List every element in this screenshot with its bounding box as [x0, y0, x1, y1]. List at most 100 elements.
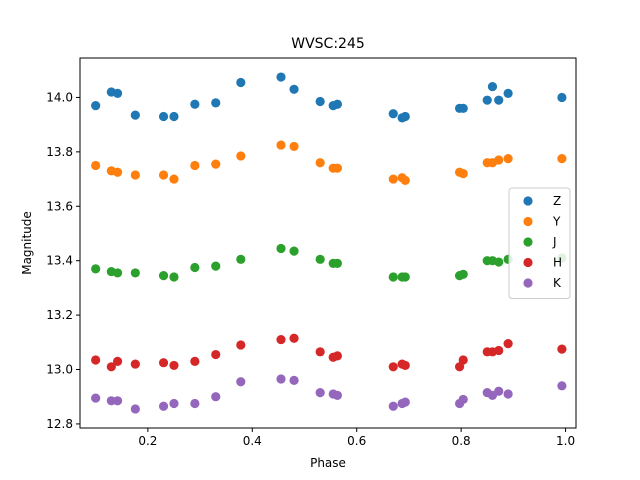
- point-k-21: [494, 386, 504, 396]
- point-j-2: [112, 268, 123, 278]
- point-h-22: [503, 339, 513, 349]
- point-y-21: [494, 155, 504, 165]
- point-h-9: [276, 334, 286, 345]
- point-j-21: [494, 257, 504, 267]
- y-tick-label: 13.2: [46, 308, 73, 322]
- point-j-14: [388, 272, 398, 282]
- point-y-3: [130, 170, 140, 180]
- point-h-18: [458, 355, 468, 365]
- point-j-8: [236, 254, 246, 264]
- y-tick-label: 13.4: [46, 254, 73, 268]
- point-h-13: [332, 351, 342, 361]
- x-axis: 0.2 0.4 0.6 0.8 1.0: [138, 428, 575, 448]
- point-z-2: [112, 88, 123, 98]
- point-z-13: [332, 99, 342, 109]
- point-y-18: [458, 169, 468, 179]
- point-j-3: [130, 268, 140, 278]
- legend-marker-k: [523, 278, 533, 288]
- point-y-14: [388, 174, 398, 184]
- point-k-13: [332, 390, 342, 400]
- point-z-19: [482, 95, 492, 105]
- point-h-23: [557, 344, 567, 354]
- point-y-2: [112, 167, 123, 177]
- point-k-5: [169, 398, 179, 409]
- point-k-6: [190, 398, 200, 409]
- point-y-6: [190, 160, 200, 171]
- point-h-3: [130, 359, 140, 369]
- point-y-5: [169, 174, 179, 184]
- point-z-3: [130, 110, 140, 120]
- y-tick-label: 13.6: [46, 199, 73, 213]
- point-z-7: [211, 98, 221, 108]
- point-z-11: [315, 96, 325, 107]
- point-h-7: [211, 349, 221, 360]
- point-h-5: [169, 360, 179, 371]
- x-tick-label: 0.6: [347, 434, 366, 448]
- point-y-23: [557, 154, 567, 164]
- point-z-9: [276, 72, 286, 82]
- point-k-16: [400, 397, 410, 407]
- point-y-4: [158, 170, 169, 180]
- point-h-1: [106, 362, 116, 372]
- point-j-13: [332, 258, 342, 268]
- legend-label-h: H: [553, 256, 562, 270]
- point-z-22: [503, 88, 513, 98]
- point-y-13: [332, 163, 342, 173]
- legend-box: [508, 187, 571, 299]
- chart-title: WVSC:245: [291, 36, 365, 52]
- point-k-10: [289, 375, 299, 385]
- legend-marker-y: [523, 216, 533, 227]
- point-k-18: [458, 394, 468, 405]
- point-k-22: [503, 389, 513, 399]
- point-k-4: [158, 401, 169, 411]
- point-z-20: [487, 81, 498, 92]
- point-k-2: [112, 396, 123, 406]
- point-y-9: [276, 140, 286, 150]
- legend-label-j: J: [552, 235, 557, 249]
- x-tick-label: 0.2: [138, 434, 157, 448]
- point-j-18: [458, 269, 468, 279]
- point-k-3: [130, 404, 140, 414]
- point-k-14: [388, 401, 398, 411]
- point-k-23: [557, 381, 567, 391]
- point-h-10: [289, 333, 299, 343]
- point-h-2: [112, 356, 123, 366]
- point-k-8: [236, 377, 246, 387]
- point-y-0: [91, 160, 101, 171]
- point-j-0: [91, 264, 101, 274]
- data-points: [91, 72, 567, 414]
- plot-area: [79, 57, 577, 429]
- point-h-14: [388, 362, 398, 372]
- point-h-11: [315, 347, 325, 357]
- legend-marker-j: [523, 237, 533, 247]
- point-k-9: [276, 374, 286, 384]
- y-axis-label: Magnitude: [20, 211, 34, 275]
- legend-label-k: K: [553, 276, 562, 290]
- point-y-16: [400, 175, 410, 186]
- point-h-0: [91, 355, 101, 365]
- point-j-16: [400, 272, 410, 282]
- legend-marker-h: [523, 257, 533, 268]
- y-tick-label: 14.0: [46, 90, 73, 104]
- legend-label-z: Z: [553, 194, 561, 208]
- point-j-5: [169, 272, 179, 282]
- x-tick-label: 0.4: [243, 434, 262, 448]
- point-y-7: [211, 159, 221, 169]
- point-h-6: [190, 356, 200, 366]
- point-h-8: [236, 340, 246, 350]
- point-y-11: [315, 158, 325, 168]
- point-j-9: [276, 243, 286, 254]
- point-z-21: [494, 95, 504, 105]
- point-z-6: [190, 99, 200, 109]
- point-h-21: [494, 345, 504, 356]
- point-k-7: [211, 392, 221, 402]
- point-z-18: [458, 103, 468, 113]
- point-z-4: [158, 111, 169, 122]
- point-y-10: [289, 141, 299, 152]
- point-z-23: [557, 92, 567, 103]
- point-z-5: [169, 111, 179, 122]
- point-j-6: [190, 262, 200, 273]
- legend-label-y: Y: [552, 215, 561, 229]
- y-axis: 12.8 13.0 13.2 13.4 13.6 13.8 14.0: [46, 90, 80, 431]
